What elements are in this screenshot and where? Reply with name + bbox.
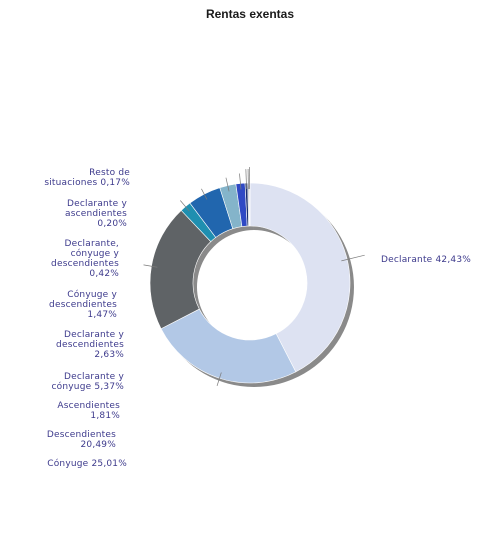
chart-leader-lines <box>143 166 365 386</box>
pie-slice-declarante <box>249 182 351 373</box>
leader-line <box>180 200 190 212</box>
leader-line <box>216 372 222 386</box>
slice-label: Declarante y descendientes 2,63% <box>56 330 124 360</box>
leader-line <box>143 264 158 268</box>
leader-line <box>341 254 365 262</box>
leader-line <box>239 173 242 190</box>
leader-line <box>201 188 208 200</box>
chart-slices <box>149 182 351 384</box>
chart-labels: Declarante 42,43% Cónyuge 25,01% Descendie… <box>44 168 471 469</box>
leader-line <box>225 177 230 192</box>
slice-label: Resto de situaciones 0,17% <box>44 168 130 188</box>
slice-label: Declarante y cónyuge 5,37% <box>52 372 125 392</box>
chart-title: Rentas exentas <box>206 7 294 21</box>
slice-label: Declarante, cónyuge y descendientes 0,42% <box>51 239 119 279</box>
slice-label: Declarante 42,43% <box>381 255 471 265</box>
slice-label: Cónyuge y descendientes 1,47% <box>49 289 117 320</box>
slice-label: Declarante y ascendientes 0,20% <box>65 199 127 229</box>
slice-label: Cónyuge 25,01% <box>47 458 127 469</box>
slice-label: Ascendientes 1,81% <box>57 401 120 421</box>
leader-line <box>245 169 247 190</box>
pie-slice-cónyuge <box>160 308 297 384</box>
slice-label: Descendientes 20,49% <box>47 430 116 450</box>
pie-slice-resto-de-situaciones <box>248 182 251 227</box>
